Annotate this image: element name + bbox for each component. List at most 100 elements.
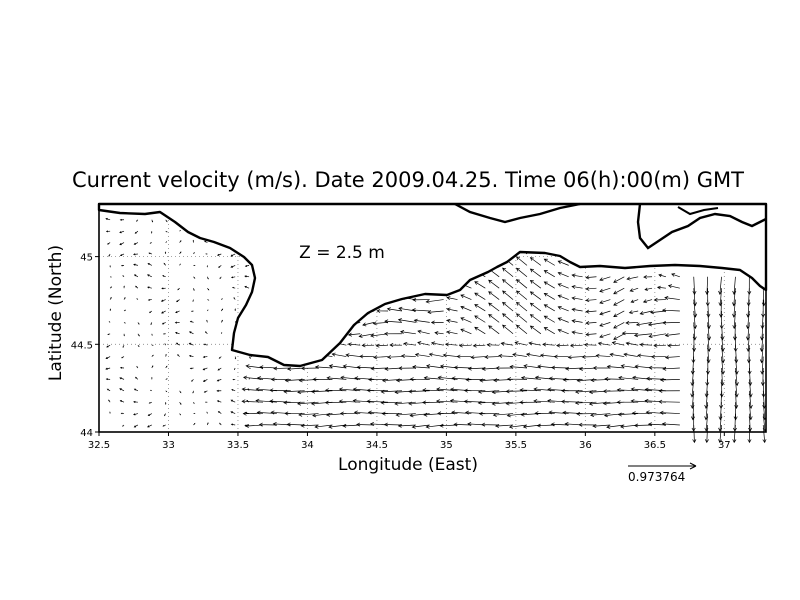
velocity-arrow bbox=[493, 378, 514, 383]
velocity-arrow bbox=[123, 285, 125, 289]
velocity-arrow bbox=[647, 422, 666, 427]
velocity-arrow bbox=[585, 275, 597, 280]
velocity-arrow bbox=[658, 399, 680, 404]
velocity-arrow bbox=[193, 402, 195, 405]
velocity-arrow bbox=[515, 290, 528, 300]
velocity-arrow bbox=[472, 343, 486, 348]
azov-coast-north bbox=[454, 202, 581, 224]
velocity-arrow bbox=[151, 333, 153, 336]
y-tick-label: 44.5 bbox=[71, 340, 93, 351]
velocity-arrow bbox=[206, 265, 208, 268]
velocity-arrow bbox=[219, 276, 222, 280]
velocity-arrow bbox=[234, 367, 236, 371]
velocity-arrow bbox=[417, 329, 430, 335]
velocity-arrow bbox=[463, 388, 486, 393]
y-tick-label: 45 bbox=[80, 253, 93, 264]
velocity-arrow bbox=[358, 333, 375, 338]
velocity-arrow bbox=[241, 387, 263, 392]
velocity-arrow bbox=[474, 292, 486, 300]
velocity-arrow bbox=[648, 333, 667, 339]
velocity-arrow bbox=[706, 333, 711, 352]
velocity-arrow bbox=[202, 355, 208, 358]
velocity-arrow bbox=[449, 398, 472, 403]
velocity-arrow bbox=[312, 413, 333, 418]
x-tick-label: 37 bbox=[718, 440, 731, 451]
velocity-arrow bbox=[366, 388, 389, 393]
velocity-arrow bbox=[324, 400, 347, 405]
velocity-arrow bbox=[122, 345, 125, 348]
reference-vector-label: 0.973764 bbox=[628, 470, 685, 484]
velocity-arrow bbox=[370, 366, 389, 371]
velocity-arrow bbox=[203, 343, 208, 346]
velocity-arrow bbox=[207, 309, 209, 312]
velocity-arrow bbox=[616, 387, 639, 392]
velocity-arrow bbox=[705, 356, 710, 375]
velocity-arrow bbox=[244, 275, 250, 278]
velocity-arrow bbox=[536, 423, 555, 428]
velocity-arrow bbox=[121, 356, 125, 359]
velocity-arrow bbox=[217, 411, 222, 414]
velocity-arrow bbox=[204, 240, 208, 243]
velocity-arrow bbox=[528, 341, 541, 346]
velocity-arrow bbox=[161, 287, 166, 290]
velocity-arrow bbox=[719, 310, 724, 330]
velocity-arrow bbox=[162, 424, 166, 427]
velocity-arrow bbox=[625, 320, 639, 325]
velocity-arrow bbox=[106, 388, 111, 392]
velocity-arrow bbox=[176, 299, 180, 303]
velocity-arrow bbox=[373, 355, 389, 360]
velocity-arrow bbox=[175, 310, 180, 314]
velocity-arrow bbox=[105, 230, 111, 233]
velocity-arrow bbox=[119, 400, 125, 403]
velocity-arrow bbox=[613, 322, 625, 329]
velocity-arrow bbox=[543, 281, 555, 289]
velocity-arrow bbox=[109, 308, 112, 312]
velocity-arrow bbox=[592, 366, 611, 370]
velocity-arrow bbox=[120, 412, 125, 415]
velocity-arrow bbox=[630, 299, 639, 303]
velocity-arrow bbox=[664, 296, 680, 300]
velocity-arrow bbox=[658, 273, 667, 278]
velocity-arrow bbox=[123, 322, 126, 324]
velocity-arrow bbox=[220, 332, 223, 334]
velocity-arrow bbox=[241, 399, 263, 404]
y-axis-ticks: 44 44.5 45 bbox=[71, 253, 99, 439]
velocity-arrow bbox=[761, 299, 766, 318]
velocity-arrow bbox=[442, 353, 458, 358]
velocity-arrow bbox=[693, 299, 698, 318]
velocity-arrow bbox=[177, 354, 180, 357]
velocity-arrow bbox=[137, 333, 140, 337]
velocity-arrow bbox=[529, 325, 542, 335]
velocity-arrow bbox=[160, 299, 166, 302]
velocity-arrow bbox=[175, 342, 180, 346]
velocity-arrow bbox=[105, 378, 111, 381]
x-tick-label: 35 bbox=[440, 440, 453, 451]
velocity-arrow bbox=[692, 333, 697, 352]
velocity-arrow bbox=[165, 378, 168, 380]
velocity-arrow bbox=[599, 299, 611, 304]
velocity-arrow bbox=[230, 276, 236, 279]
velocity-arrow bbox=[488, 279, 500, 289]
velocity-arrow bbox=[734, 390, 739, 409]
velocity-arrow bbox=[221, 298, 223, 300]
velocity-arrow bbox=[107, 242, 111, 245]
velocity-arrow bbox=[732, 299, 737, 318]
velocity-arrow bbox=[314, 424, 333, 429]
velocity-arrow bbox=[109, 411, 111, 414]
velocity-arrow bbox=[488, 325, 500, 335]
velocity-arrow bbox=[189, 320, 194, 323]
velocity-arrow bbox=[704, 413, 709, 432]
velocity-arrow bbox=[578, 422, 597, 427]
velocity-arrow bbox=[477, 389, 500, 394]
velocity-arrow bbox=[133, 263, 138, 266]
velocity-arrow bbox=[746, 333, 751, 352]
velocity-arrow bbox=[259, 365, 277, 370]
velocity-arrow bbox=[188, 354, 194, 358]
velocity-arrow bbox=[477, 400, 500, 405]
velocity-arrow bbox=[384, 331, 402, 336]
x-tick-label: 34 bbox=[301, 440, 314, 451]
velocity-arrow bbox=[645, 376, 666, 381]
velocity-arrow bbox=[706, 310, 711, 330]
velocity-arrow bbox=[561, 399, 583, 404]
velocity-arrow bbox=[232, 378, 236, 381]
